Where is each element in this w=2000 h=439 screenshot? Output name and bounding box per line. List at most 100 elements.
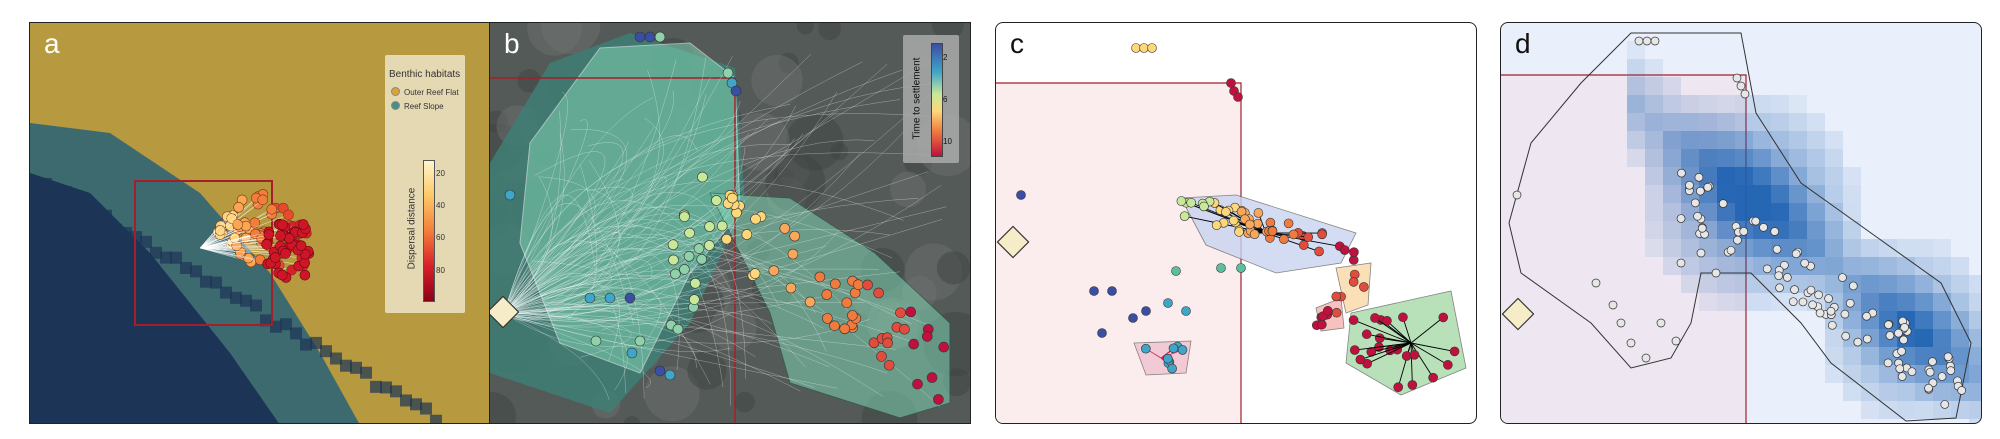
settlement-point (1782, 273, 1792, 282)
settlement-point (644, 31, 656, 43)
settlement-point (785, 282, 797, 294)
density-cell (1771, 167, 1789, 185)
settlement-point (664, 369, 676, 381)
slope-pixel (140, 235, 152, 248)
cluster-link (1410, 342, 1449, 366)
settlement-point (1943, 352, 1953, 362)
settlement-point (1323, 305, 1333, 316)
density-cell (1735, 113, 1753, 131)
settlement-point (1267, 226, 1278, 236)
slope-pixel (430, 414, 442, 423)
settlement-point (1900, 323, 1909, 332)
trajectory-line (503, 119, 588, 314)
settlement-point (1770, 227, 1780, 236)
settlement-point (1937, 372, 1947, 381)
reef-texture (687, 350, 727, 390)
trajectory-line (503, 312, 730, 347)
density-cell (1897, 293, 1915, 311)
density-cell (1951, 329, 1969, 347)
trajectory-line (503, 111, 562, 314)
trajectory-line (503, 178, 624, 314)
density-cell (1717, 149, 1735, 167)
settlement-point (908, 338, 919, 350)
slope-pixel (400, 394, 412, 407)
density-cell (1717, 293, 1735, 311)
trajectory-line (503, 126, 655, 314)
reef-texture (490, 392, 516, 423)
settlement-point (1862, 334, 1872, 344)
density-cell (1771, 131, 1789, 149)
settlement-point (1428, 372, 1438, 383)
settlement-point (634, 31, 646, 43)
source-diamond (996, 225, 1030, 259)
trajectory-line (503, 259, 653, 314)
panel-d: d (1500, 22, 1982, 424)
settlement-point (1317, 319, 1327, 330)
settlement-point (689, 294, 700, 305)
trajectory-line (503, 312, 731, 352)
density-cell (1627, 41, 1645, 59)
density-cell (1951, 293, 1969, 311)
settlement-point (1355, 354, 1366, 365)
density-cell (1753, 185, 1771, 203)
settlement-point (862, 279, 873, 291)
dispersal-line (199, 246, 270, 249)
settlement-point (1711, 268, 1721, 278)
density-cell (1717, 257, 1735, 275)
slope-pixel (160, 251, 172, 264)
settlement-point (604, 292, 616, 304)
settlement-point (1359, 282, 1369, 292)
settlement-point (1800, 258, 1810, 268)
trajectory-line (503, 90, 935, 319)
density-cell (1645, 77, 1663, 95)
density-cell (1861, 257, 1879, 275)
settlement-point (779, 223, 791, 234)
settlement-point (233, 202, 244, 213)
density-cell (1951, 401, 1969, 419)
reef-texture (890, 171, 927, 208)
legend-settlement: 2 6 10 Time to settlement (903, 35, 959, 163)
density-cell (1699, 167, 1717, 185)
settlement-point (1226, 78, 1236, 88)
trajectory-line (503, 224, 724, 388)
trajectory-line (503, 307, 772, 324)
panel-a-label: a (44, 28, 60, 59)
density-cell (1807, 257, 1825, 275)
density-cell (1663, 239, 1681, 257)
settlement-point (1928, 357, 1937, 366)
settlement-point (1808, 300, 1817, 310)
settlement-point (1626, 338, 1636, 348)
settlement-point (1897, 346, 1906, 356)
trajectory-line (503, 249, 680, 370)
density-cell (1789, 203, 1807, 221)
trajectory-line (503, 175, 553, 314)
colorbar-title: Time to settlement (911, 57, 923, 140)
settlement-point (1775, 283, 1784, 293)
density-cell (1717, 113, 1735, 131)
density-cell (1681, 257, 1699, 275)
settlement-point (1438, 312, 1449, 323)
trajectory-line (503, 139, 875, 314)
slope-pixel (170, 251, 182, 264)
settlement-point (938, 341, 950, 353)
cluster-link (1265, 232, 1340, 247)
settlement-point (1907, 367, 1917, 377)
panel-d-density (1501, 32, 1981, 423)
trajectory-line (503, 229, 840, 321)
settlement-point (721, 233, 732, 245)
density-cell (1969, 329, 1981, 347)
dispersal-line (199, 207, 239, 249)
trajectory-line (503, 268, 879, 314)
trajectory-line (503, 105, 796, 314)
density-cell (1645, 149, 1663, 167)
trajectory-line (503, 200, 706, 314)
settlement-point (1199, 201, 1209, 212)
density-cell (1663, 113, 1681, 131)
settlement-point (1841, 331, 1851, 341)
settlement-point (257, 194, 269, 206)
settlement-point (1826, 306, 1836, 316)
density-cell (1663, 257, 1681, 275)
density-cell (1843, 347, 1861, 365)
settlement-point (1696, 248, 1706, 258)
trajectory-line (503, 200, 736, 326)
